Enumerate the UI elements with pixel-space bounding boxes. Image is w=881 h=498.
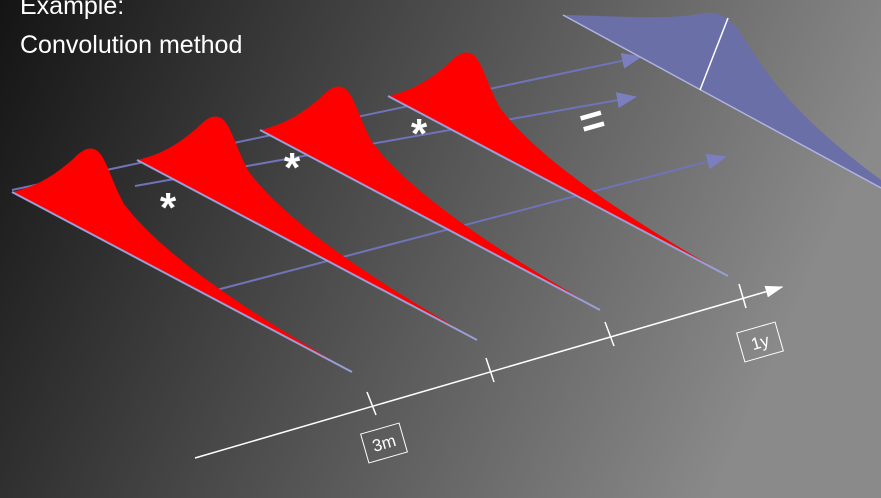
- operator: *: [411, 110, 428, 157]
- title-line: Example:: [20, 0, 124, 20]
- operator: *: [160, 184, 177, 231]
- operator: *: [284, 144, 301, 191]
- title-line: Convolution method: [20, 31, 242, 59]
- slide: 3m 1y * * * = Example: Convolution metho…: [0, 0, 881, 498]
